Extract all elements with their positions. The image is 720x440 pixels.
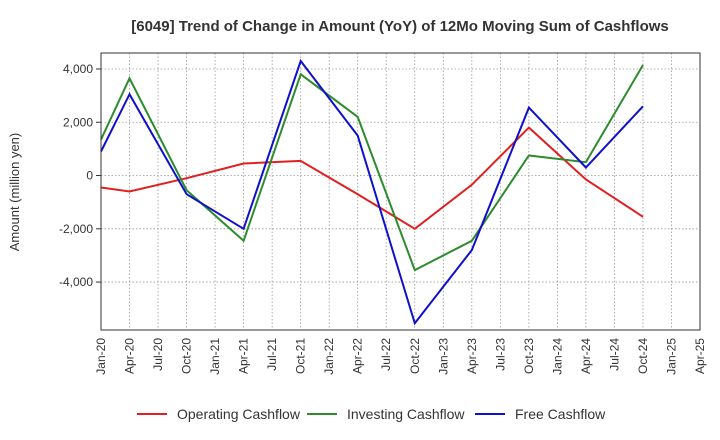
x-tick-label: Jan-25 bbox=[664, 338, 678, 375]
legend-label: Free Cashflow bbox=[515, 406, 606, 422]
x-tick-label: Apr-25 bbox=[693, 338, 707, 374]
series-lines bbox=[100, 58, 644, 326]
y-axis-label: Amount (million yen) bbox=[7, 133, 22, 252]
x-tick-label: Jan-21 bbox=[208, 338, 222, 375]
x-tick-label: Jul-20 bbox=[151, 338, 165, 371]
y-tick-label: 0 bbox=[86, 169, 93, 183]
y-tick-label: 2,000 bbox=[63, 115, 93, 129]
x-tick-label: Apr-22 bbox=[351, 338, 365, 374]
x-tick-label: Oct-24 bbox=[636, 338, 650, 374]
y-tick-label: 4,000 bbox=[63, 62, 93, 76]
x-tick-label: Apr-24 bbox=[579, 338, 593, 374]
x-tick-label: Apr-21 bbox=[237, 338, 251, 374]
y-tick-label: -2,000 bbox=[59, 222, 93, 236]
x-tick-label: Oct-20 bbox=[180, 338, 194, 374]
legend: Operating Cashflow Investing Cashflow Free… bbox=[137, 406, 606, 422]
x-tick-label: Jul-21 bbox=[265, 338, 279, 371]
x-tick-label: Jul-23 bbox=[493, 338, 507, 371]
x-tick-label: Jan-23 bbox=[436, 338, 450, 375]
series-line-free-cashflow bbox=[100, 58, 644, 326]
chart-title: [6049] Trend of Change in Amount (YoY) o… bbox=[131, 18, 669, 35]
series-line-operating-cashflow bbox=[100, 126, 644, 231]
x-tick-label: Oct-21 bbox=[294, 338, 308, 374]
x-tick-label: Apr-23 bbox=[465, 338, 479, 374]
grid-lines bbox=[101, 53, 700, 330]
axes: Jan-20 Apr-20 Jul-20 Oct-20 Jan-21 Apr-21 Jul-… bbox=[59, 52, 707, 375]
y-tick-label: -4,000 bbox=[59, 275, 93, 289]
legend-label: Investing Cashflow bbox=[347, 406, 465, 422]
series-line-investing-cashflow bbox=[100, 64, 644, 272]
x-tick-label: Oct-22 bbox=[408, 338, 422, 374]
x-tick-label: Jan-24 bbox=[550, 338, 564, 375]
x-tick-label: Jul-24 bbox=[607, 338, 621, 371]
x-tick-label: Jan-22 bbox=[322, 338, 336, 375]
x-tick-label: Apr-20 bbox=[123, 338, 137, 374]
x-tick-label: Jul-22 bbox=[379, 338, 393, 371]
plot-frame bbox=[100, 52, 701, 331]
x-tick-label: Oct-23 bbox=[522, 338, 536, 374]
legend-label: Operating Cashflow bbox=[177, 406, 301, 422]
x-tick-label: Jan-20 bbox=[94, 338, 108, 375]
